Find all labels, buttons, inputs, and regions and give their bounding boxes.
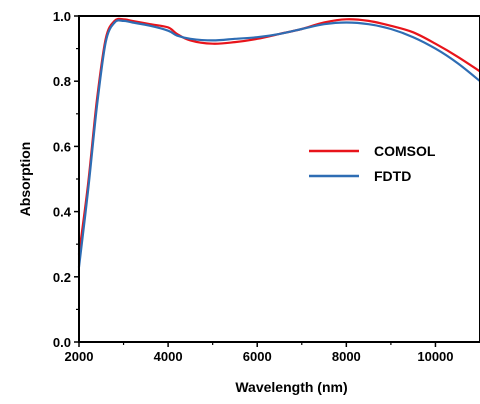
y-tick-label: 0.8 [53, 74, 71, 89]
plot-frame [78, 15, 480, 343]
legend-label-fdtd: FDTD [374, 168, 411, 184]
series-line-comsol [77, 17, 480, 256]
x-tick-label: 8000 [332, 349, 361, 364]
y-tick-label: 0.0 [53, 335, 71, 350]
x-axis-title: Wavelength (nm) [235, 379, 347, 395]
y-axis-title: Absorption [17, 142, 33, 217]
y-tick-label: 0.4 [53, 205, 72, 220]
y-axis: 0.0 0.2 0.4 0.6 0.8 1.0 [53, 9, 79, 350]
x-tick-label: 6000 [243, 349, 272, 364]
y-tick-label: 1.0 [53, 9, 71, 24]
x-axis: 2000 4000 6000 8000 10000 [65, 342, 454, 364]
x-tick-label: 4000 [154, 349, 183, 364]
x-tick-label: 10000 [417, 349, 453, 364]
series-layer [77, 17, 480, 269]
y-tick-label: 0.2 [53, 270, 71, 285]
legend-label-comsol: COMSOL [374, 143, 436, 159]
y-tick-label: 0.6 [53, 139, 71, 154]
series-line-fdtd [77, 19, 480, 269]
legend: COMSOL FDTD [309, 143, 436, 184]
x-tick-label: 2000 [65, 349, 94, 364]
